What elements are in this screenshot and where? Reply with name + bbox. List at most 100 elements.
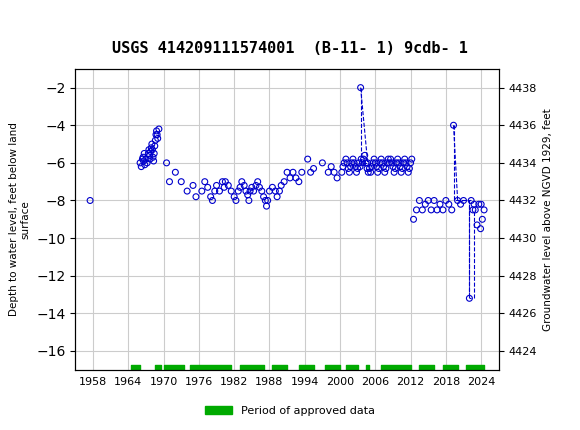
Text: ≡USGS: ≡USGS xyxy=(6,16,64,35)
Point xyxy=(138,156,147,163)
Point xyxy=(144,146,154,153)
Point xyxy=(271,187,280,194)
Point xyxy=(285,175,295,181)
Point xyxy=(353,165,362,172)
Point xyxy=(447,206,456,213)
Point xyxy=(383,156,393,163)
Point xyxy=(183,187,192,194)
Point xyxy=(474,201,484,208)
Point xyxy=(143,160,152,166)
Point xyxy=(191,194,201,200)
Point xyxy=(469,201,478,208)
Point xyxy=(449,122,458,129)
Point xyxy=(403,163,412,170)
Point xyxy=(227,187,236,194)
Point xyxy=(371,160,380,166)
Point xyxy=(268,184,277,191)
Point xyxy=(385,160,394,166)
Point xyxy=(347,160,357,166)
Point xyxy=(351,163,360,170)
Point xyxy=(237,178,246,185)
Point xyxy=(362,165,372,172)
Point xyxy=(154,126,164,132)
Point xyxy=(280,178,289,185)
Point xyxy=(456,201,465,208)
Point xyxy=(291,175,300,181)
Point xyxy=(251,182,260,189)
Point xyxy=(306,169,316,176)
Point xyxy=(477,201,486,208)
Point xyxy=(257,187,266,194)
Point xyxy=(327,163,336,170)
Point xyxy=(151,131,161,138)
Point xyxy=(139,157,148,164)
Point xyxy=(234,187,243,194)
Point xyxy=(215,187,224,194)
Point xyxy=(376,156,386,163)
Point xyxy=(206,194,215,200)
Point xyxy=(354,160,364,166)
Point xyxy=(387,160,396,166)
Point xyxy=(152,127,161,134)
Point xyxy=(356,84,365,91)
Point xyxy=(433,206,442,213)
Point xyxy=(253,178,262,185)
Point xyxy=(247,184,256,191)
Point xyxy=(388,163,397,170)
Point xyxy=(399,160,408,166)
Point xyxy=(244,197,253,204)
Point xyxy=(390,169,399,176)
Point xyxy=(339,160,349,166)
Point xyxy=(309,165,318,172)
Point xyxy=(220,184,229,191)
Point xyxy=(379,163,388,170)
Point xyxy=(394,160,404,166)
Point xyxy=(393,156,403,163)
Point xyxy=(365,165,374,172)
Point xyxy=(412,206,421,213)
Point xyxy=(342,160,351,166)
Point xyxy=(243,191,252,198)
Point xyxy=(241,187,251,194)
Point xyxy=(221,178,230,185)
Point xyxy=(153,135,162,142)
Point xyxy=(151,137,160,144)
Point xyxy=(273,194,282,200)
Point xyxy=(374,165,383,172)
Point xyxy=(255,184,264,191)
Point xyxy=(369,156,379,163)
Point xyxy=(303,156,312,163)
Point xyxy=(231,197,241,204)
Point xyxy=(375,160,385,166)
Point xyxy=(372,163,381,170)
Point xyxy=(297,169,306,176)
Point xyxy=(260,197,270,204)
Point xyxy=(249,187,258,194)
Point xyxy=(200,178,209,185)
Point xyxy=(341,156,350,163)
Point xyxy=(259,194,268,200)
Point xyxy=(480,206,489,213)
Point xyxy=(360,152,369,159)
Point xyxy=(476,225,485,232)
Point xyxy=(409,216,418,223)
Point xyxy=(396,163,405,170)
Point xyxy=(197,187,206,194)
Point xyxy=(265,187,274,194)
Point xyxy=(148,146,157,153)
Point xyxy=(466,197,476,204)
Point xyxy=(343,165,353,172)
Point xyxy=(401,160,411,166)
Point xyxy=(363,160,372,166)
Point xyxy=(478,216,487,223)
Point xyxy=(146,156,155,163)
Point xyxy=(459,197,468,204)
Point xyxy=(144,150,153,157)
Point xyxy=(426,206,436,213)
Point xyxy=(277,182,286,189)
Point xyxy=(218,178,227,185)
Point xyxy=(364,169,373,176)
Point xyxy=(337,169,346,176)
Point xyxy=(349,156,358,163)
Point xyxy=(381,165,390,172)
